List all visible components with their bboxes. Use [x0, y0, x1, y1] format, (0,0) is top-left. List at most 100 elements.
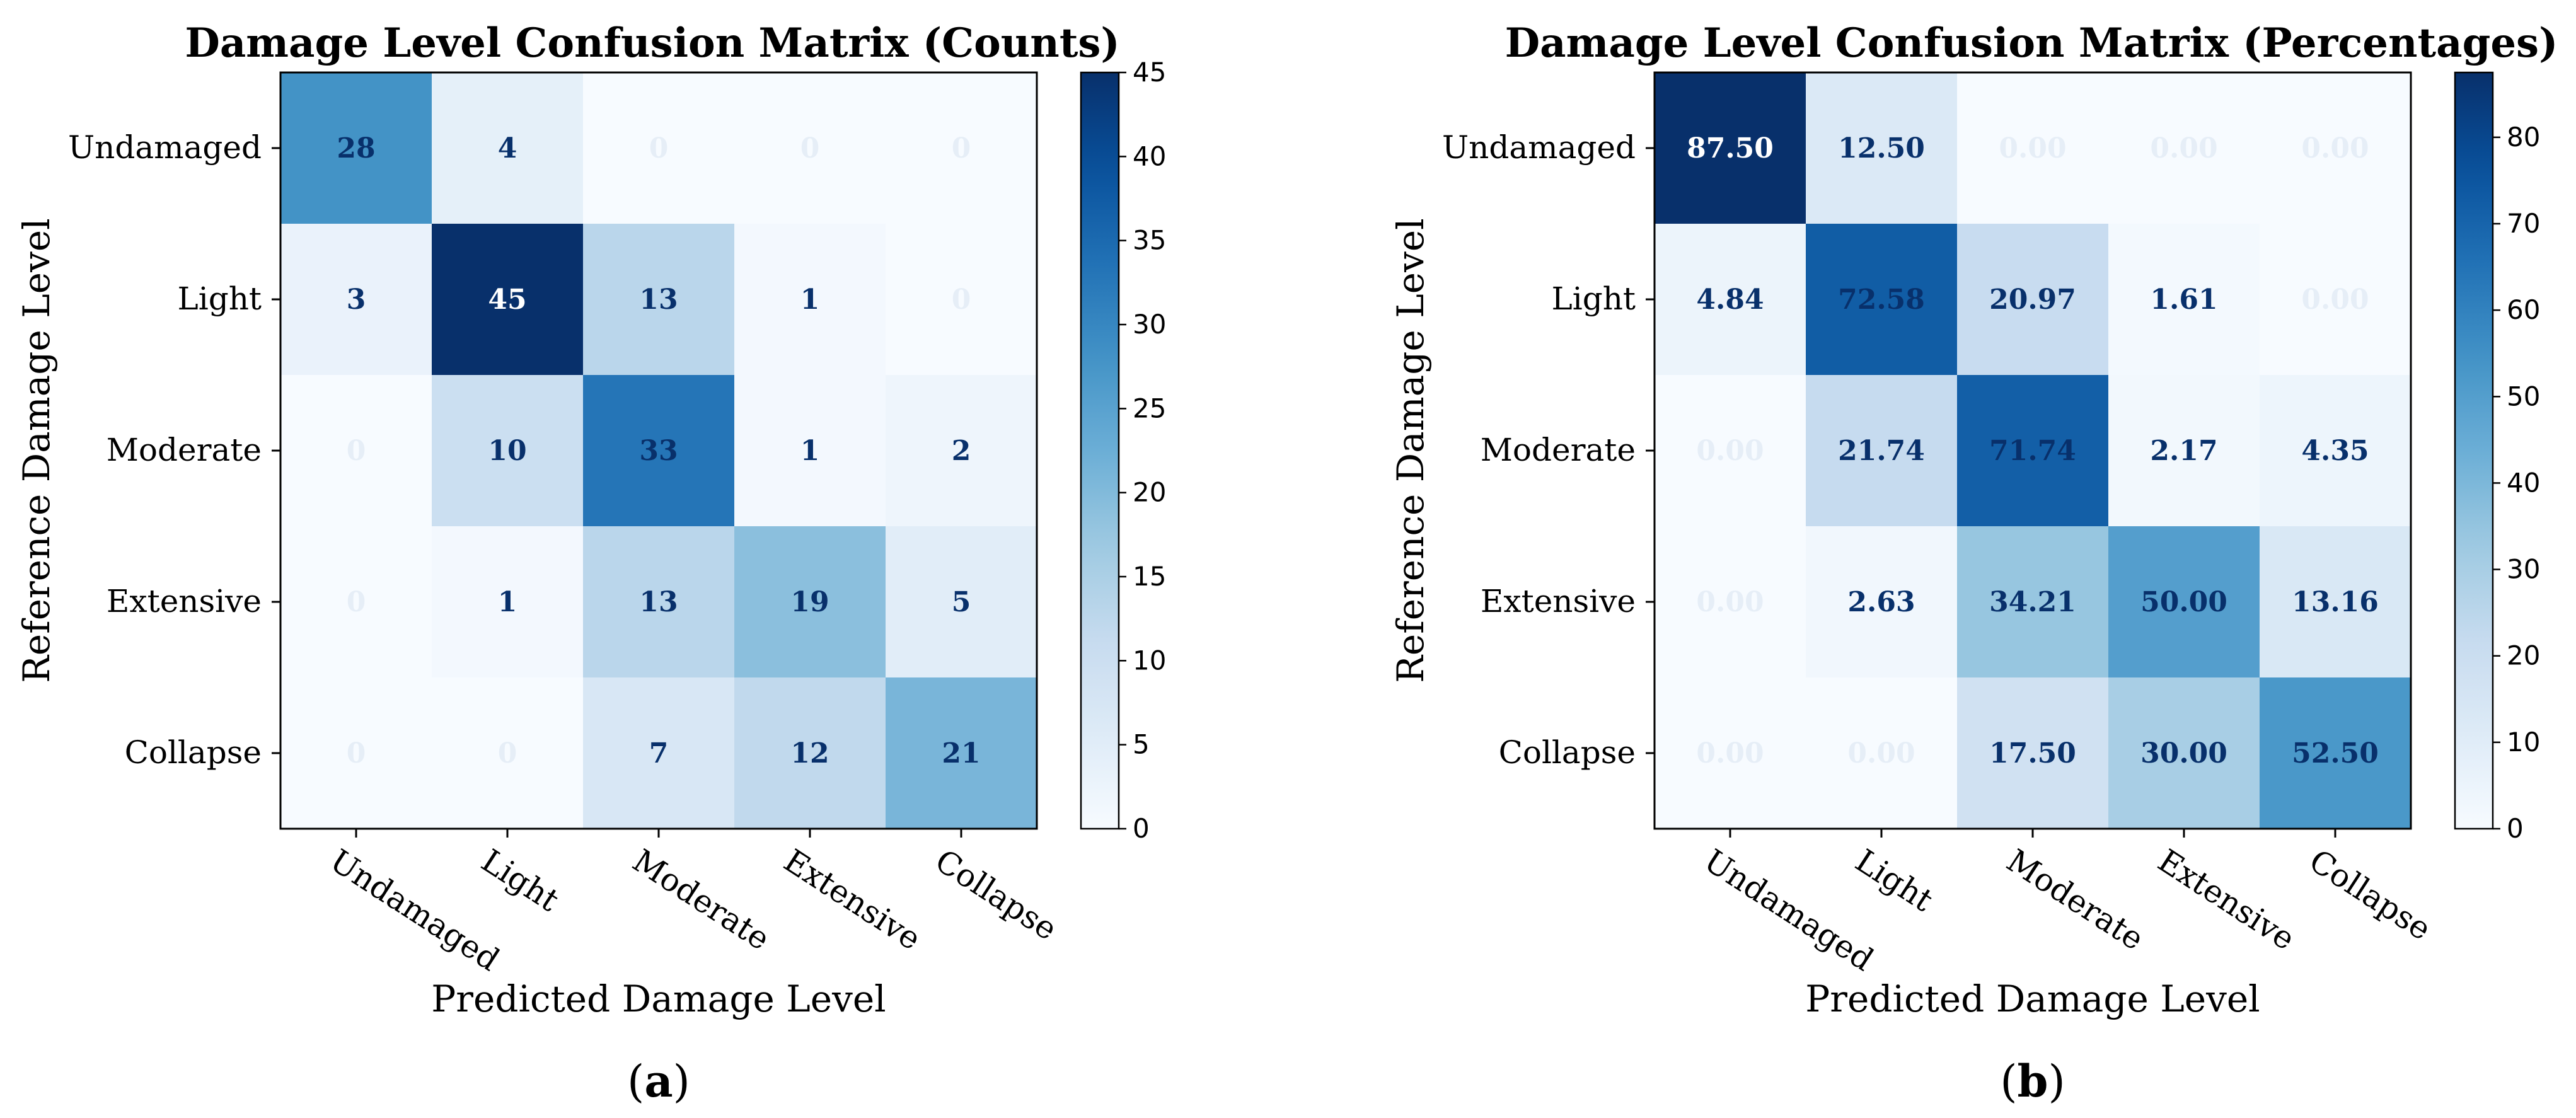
cell-value-label: 10 — [488, 435, 526, 467]
cell-value-label: 45 — [488, 284, 526, 316]
heatmap-cell — [1655, 72, 1806, 224]
colorbar-tick-label: 50 — [2507, 381, 2540, 412]
heatmap-cell — [1806, 224, 1957, 375]
y-tick-label: Light — [1552, 280, 1636, 317]
cell-value-label: 13.16 — [2292, 586, 2379, 618]
colorbar — [2454, 71, 2494, 830]
y-tick-label: Moderate — [107, 432, 262, 468]
heatmap-cell — [1806, 677, 1957, 829]
y-tick-label: Collapse — [1499, 734, 1636, 771]
cell-value-label: 2.17 — [2150, 435, 2217, 467]
cell-value-label: 0.00 — [2301, 284, 2369, 316]
cell-value-label: 0 — [649, 132, 669, 164]
cell-value-label: 72.58 — [1838, 284, 1925, 316]
colorbar-tick-label: 0 — [1133, 813, 1150, 844]
x-axis-label: Predicted Damage Level — [431, 977, 886, 1020]
colorbar-tick-label: 60 — [2507, 294, 2540, 325]
cell-value-label: 34.21 — [1989, 586, 2076, 618]
heatmap-cell — [280, 526, 432, 677]
cell-value-label: 7 — [649, 737, 669, 769]
x-tick-label: Light — [475, 842, 565, 918]
heatmap-cell — [886, 72, 1037, 224]
cell-value-label: 0.00 — [2150, 132, 2217, 164]
heatmap-cell — [1957, 677, 2108, 829]
x-tick-label: Undamaged — [1697, 842, 1880, 978]
cell-value-label: 87.50 — [1687, 132, 1774, 164]
colorbar-tick-label: 0 — [2507, 813, 2524, 844]
colorbar-tick-label: 30 — [1133, 309, 1166, 340]
heatmap-cell — [432, 72, 583, 224]
colorbar-tick-label: 15 — [1133, 561, 1166, 592]
x-tick-label: Undamaged — [323, 842, 505, 978]
cell-value-label: 1 — [498, 586, 517, 618]
colorbar-tick-label: 40 — [2507, 467, 2540, 498]
heatmap-cell — [583, 677, 734, 829]
panel-label: (a) — [627, 1055, 690, 1107]
heatmap-cell — [1806, 72, 1957, 224]
cell-value-label: 0.00 — [1696, 737, 1764, 769]
heatmap-cell — [2108, 526, 2260, 677]
chart-title: Damage Level Confusion Matrix (Counts) — [185, 20, 1119, 67]
heatmap-cell — [2260, 526, 2411, 677]
heatmap-cell — [1957, 224, 2108, 375]
cell-value-label: 0 — [347, 737, 366, 769]
heatmap-cell — [1655, 677, 1806, 829]
heatmap-cell — [734, 677, 886, 829]
cell-value-label: 0 — [952, 284, 971, 316]
panel-label: (b) — [2000, 1055, 2065, 1107]
cell-value-label: 12 — [790, 737, 829, 769]
heatmap-cell — [1655, 526, 1806, 677]
cell-value-label: 2 — [952, 435, 971, 467]
heatmap-cell — [886, 526, 1037, 677]
heatmap-cell — [280, 224, 432, 375]
heatmap-cell — [432, 224, 583, 375]
colorbar-tick-label: 10 — [1133, 645, 1166, 676]
colorbar-tick-label: 70 — [2507, 208, 2540, 239]
heatmap-cell — [2108, 677, 2260, 829]
cell-value-label: 21 — [942, 737, 980, 769]
cell-value-label: 0 — [952, 132, 971, 164]
cell-value-label: 2.63 — [1847, 586, 1915, 618]
heatmap-cell — [2260, 224, 2411, 375]
cell-value-label: 52.50 — [2292, 737, 2379, 769]
heatmap-cell — [886, 677, 1037, 829]
heatmap-cell — [1806, 375, 1957, 526]
heatmap-cell — [432, 526, 583, 677]
heatmap-cell — [2108, 375, 2260, 526]
colorbar-tick-label: 45 — [1133, 57, 1166, 88]
y-axis-label: Reference Damage Level — [1389, 218, 1432, 683]
cell-value-label: 20.97 — [1989, 284, 2076, 316]
cell-value-label: 0 — [347, 435, 366, 467]
y-tick-label: Undamaged — [68, 129, 262, 166]
y-tick-label: Collapse — [125, 734, 262, 771]
cell-value-label: 33 — [639, 435, 678, 467]
cell-value-label: 4.35 — [2301, 435, 2369, 467]
x-tick-label: Collapse — [928, 842, 1063, 947]
colorbar-tick-label: 20 — [2507, 640, 2540, 671]
heatmap-cell — [1957, 375, 2108, 526]
heatmap-cell — [583, 526, 734, 677]
colorbar-tick-label: 20 — [1133, 477, 1166, 508]
cell-value-label: 12.50 — [1838, 132, 1925, 164]
cell-value-label: 13 — [639, 284, 678, 316]
colorbar-tick-label: 10 — [2507, 727, 2540, 758]
cell-value-label: 71.74 — [1989, 435, 2076, 467]
heatmap-cell — [280, 375, 432, 526]
heatmap-cell — [280, 677, 432, 829]
heatmap-cell — [734, 375, 886, 526]
cell-value-label: 0 — [800, 132, 820, 164]
cell-value-label: 28 — [337, 132, 375, 164]
x-tick-label: Light — [1849, 842, 1939, 918]
cell-value-label: 0.00 — [2301, 132, 2369, 164]
cell-value-label: 1.61 — [2150, 284, 2217, 316]
heatmap-cell — [734, 526, 886, 677]
cell-value-label: 0 — [498, 737, 517, 769]
colorbar-tick-label: 25 — [1133, 393, 1166, 424]
x-tick-label: Moderate — [2000, 842, 2150, 957]
heatmap-cell — [583, 375, 734, 526]
cell-value-label: 13 — [639, 586, 678, 618]
colorbar-tick-label: 35 — [1133, 225, 1166, 256]
cell-value-label: 1 — [800, 284, 820, 316]
y-tick-label: Moderate — [1481, 432, 1636, 468]
